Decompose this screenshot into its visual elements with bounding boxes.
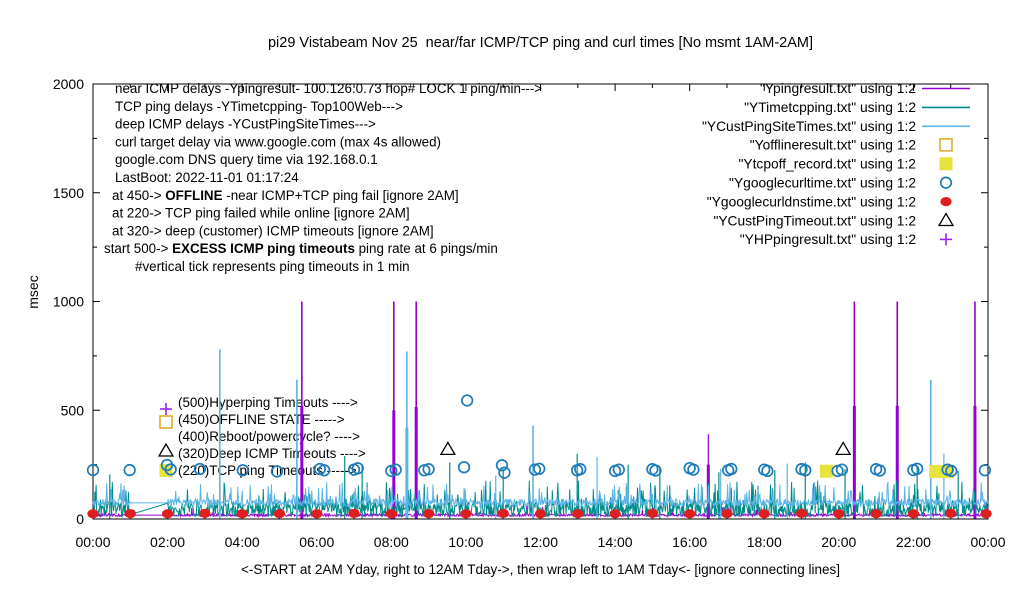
- chart-title: pi29 Vistabeam Nov 25 near/far ICMP/TCP …: [267, 35, 814, 51]
- info-block: near ICMP delays -Ypingresult- 100.126.0…: [104, 81, 542, 274]
- x-tick-label: 00:00: [970, 534, 1005, 550]
- info-line: at 220-> TCP ping failed while online [i…: [112, 206, 410, 221]
- callout-label: (500)Hyperping Timeouts ---->: [178, 395, 358, 410]
- info-line: deep ICMP delays -YCustPingSiteTimes--->: [115, 117, 376, 132]
- info-line: near ICMP delays -Ypingresult- 100.126.0…: [115, 81, 542, 96]
- legend: "Ypingresult.txt" using 1:2 "YTimetcpping…: [702, 81, 970, 247]
- y-axis-ticks: 0 500 1000 1500 2000: [53, 76, 988, 527]
- y-tick-label: 1500: [53, 185, 84, 201]
- callout-label: (400)Reboot/powercycle? ---->: [178, 429, 360, 444]
- svg-text:"Ytcpoff_record.txt" using 1:2: "Ytcpoff_record.txt" using 1:2: [738, 157, 916, 172]
- series-markers-1: [819, 464, 955, 479]
- x-tick-label: 02:00: [150, 534, 185, 550]
- callout-rows: (500)Hyperping Timeouts ----> (450)OFFLIN…: [157, 395, 366, 478]
- x-tick-label: 18:00: [747, 534, 782, 550]
- y-tick-label: 0: [76, 511, 84, 527]
- info-line: curl target delay via www.google.com (ma…: [115, 134, 441, 149]
- y-tick-label: 1000: [53, 294, 84, 310]
- legend-entry: "Ytcpoff_record.txt" using 1:2: [738, 157, 953, 172]
- legend-entry: "Yofflineresult.txt" using 1:2: [750, 138, 953, 153]
- legend-entry: "Ypingresult.txt" using 1:2: [760, 81, 970, 96]
- x-axis-ticks: 00:00 02:00 04:00 06:00 08:00 10:00 12:00 14:00…: [75, 84, 1006, 550]
- y-tick-label: 2000: [53, 76, 84, 92]
- x-tick-label: 08:00: [374, 534, 409, 550]
- x-axis-label: <-START at 2AM Yday, right to 12AM Tday-…: [241, 562, 840, 577]
- info-line: #vertical tick represents ping timeouts …: [135, 259, 410, 274]
- x-tick-label: 00:00: [75, 534, 110, 550]
- y-tick-label: 500: [61, 402, 85, 418]
- info-line: at 320-> deep (customer) ICMP timeouts […: [112, 223, 434, 238]
- x-tick-label: 12:00: [523, 534, 558, 550]
- info-line: at 450-> OFFLINE -near ICMP+TCP ping fai…: [112, 188, 459, 203]
- series-line-0: [92, 301, 989, 519]
- x-tick-label: 14:00: [598, 534, 633, 550]
- x-tick-label: 16:00: [672, 534, 707, 550]
- svg-text:"YTimetcpping.txt" using 1:2: "YTimetcpping.txt" using 1:2: [744, 100, 916, 115]
- legend-entry: "Ygooglecurltime.txt" using 1:2: [729, 176, 953, 191]
- info-line: start 500-> EXCESS ICMP ping timeouts pi…: [104, 241, 498, 256]
- info-line: LastBoot: 2022-11-01 01:17:24: [115, 170, 299, 185]
- info-line: google.com DNS query time via 192.168.0.…: [115, 152, 378, 167]
- x-tick-label: 04:00: [225, 534, 260, 550]
- legend-entry: "YCustPingTimeout.txt" using 1:2: [713, 212, 955, 228]
- callout-label: (220)TCP ping Timeouts ----->: [178, 463, 357, 478]
- series-markers-3: [87, 508, 992, 519]
- svg-text:"Yofflineresult.txt" using 1:2: "Yofflineresult.txt" using 1:2: [750, 138, 916, 153]
- svg-text:"YHPpingresult.txt" using 1:2: "YHPpingresult.txt" using 1:2: [740, 232, 916, 247]
- x-tick-label: 06:00: [299, 534, 334, 550]
- series-line-2: [92, 349, 989, 519]
- svg-text:"Ygooglecurltime.txt" using 1:: "Ygooglecurltime.txt" using 1:2: [729, 176, 916, 191]
- svg-text:"YCustPingSiteTimes.txt" using: "YCustPingSiteTimes.txt" using 1:2: [702, 119, 916, 134]
- legend-entry: "Ygooglecurldnstime.txt" using 1:2: [707, 194, 952, 209]
- callout-label: (320)Deep ICMP Timeouts ---->: [178, 446, 366, 461]
- svg-text:"YCustPingTimeout.txt" using 1: "YCustPingTimeout.txt" using 1:2: [713, 213, 916, 228]
- x-tick-label: 22:00: [896, 534, 931, 550]
- callout-label: (450)OFFLINE STATE ----->: [178, 412, 345, 427]
- svg-text:"Ypingresult.txt" using 1:2: "Ypingresult.txt" using 1:2: [760, 81, 916, 96]
- x-tick-label: 20:00: [821, 534, 856, 550]
- legend-entry: "YHPpingresult.txt" using 1:2: [740, 232, 952, 247]
- series-markers-4: [439, 441, 852, 456]
- x-tick-label: 10:00: [448, 534, 483, 550]
- series-line-1: [92, 453, 989, 519]
- legend-entry: "YCustPingSiteTimes.txt" using 1:2: [702, 119, 970, 134]
- info-line: TCP ping delays -YTimetcpping- Top100Web…: [115, 99, 403, 114]
- legend-entry: "YTimetcpping.txt" using 1:2: [744, 100, 970, 115]
- series-markers-2: [86, 394, 992, 479]
- svg-text:"Ygooglecurldnstime.txt" using: "Ygooglecurldnstime.txt" using 1:2: [707, 194, 916, 209]
